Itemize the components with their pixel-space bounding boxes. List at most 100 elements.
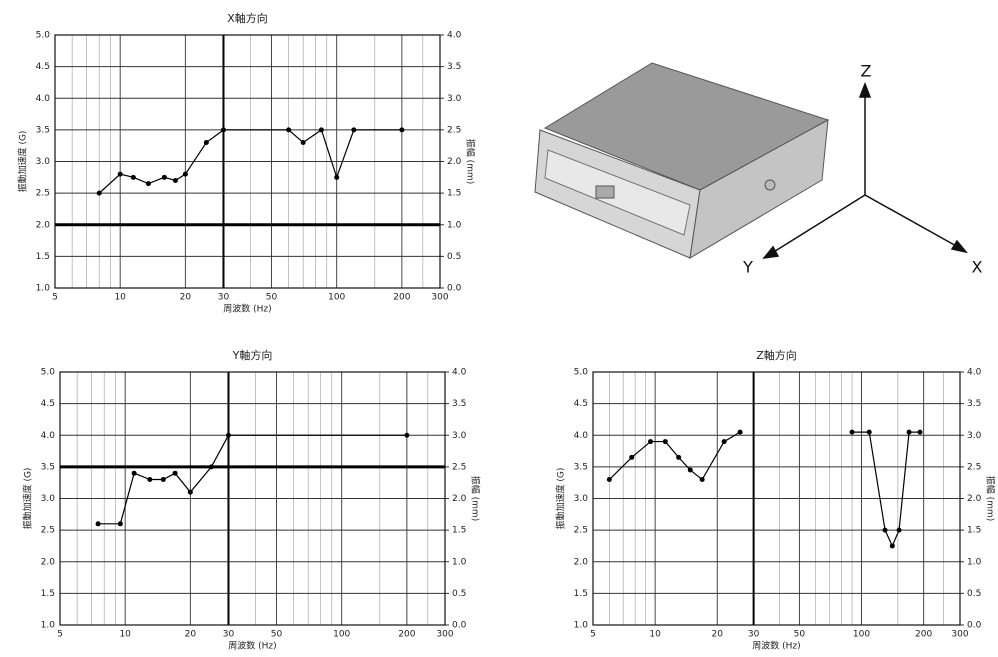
y-tick-label: 3.5 (36, 125, 50, 135)
y-arrow (772, 195, 865, 253)
y-tick-label: 3.0 (36, 157, 51, 167)
x-tick-label: 200 (398, 630, 415, 640)
y-tick-label: 2.0 (574, 557, 589, 567)
x-tick-label: 10 (119, 630, 131, 640)
y-axis-title: 振動加速度 (G) (555, 468, 567, 530)
data-point (146, 181, 151, 186)
y-tick-label: 3.0 (574, 494, 589, 504)
data-point (162, 175, 167, 180)
y2-tick-label: 3.5 (447, 62, 461, 72)
y-tick-label: 4.5 (41, 399, 55, 409)
y-tick-label: 2.5 (41, 526, 55, 536)
y2-axis-title: 振幅 (mm) (465, 139, 477, 184)
y-tick-label: 4.5 (36, 62, 50, 72)
data-point (132, 471, 137, 476)
x-tick-label: 20 (185, 630, 197, 640)
y2-tick-label: 2.0 (452, 494, 467, 504)
y-tick-label: 2.0 (36, 220, 51, 230)
y2-tick-label: 4.0 (452, 368, 467, 378)
y2-tick-label: 2.0 (967, 494, 982, 504)
data-point (738, 430, 743, 435)
y-tick-label: 5.0 (41, 368, 56, 378)
y2-tick-label: 0.5 (452, 589, 466, 599)
y2-tick-label: 1.5 (452, 526, 466, 536)
data-point (700, 477, 705, 482)
data-line (609, 432, 740, 479)
y2-tick-label: 0.0 (447, 284, 462, 294)
data-point (404, 433, 409, 438)
y-tick-label: 5.0 (36, 31, 51, 41)
data-point (629, 455, 634, 460)
x-tick-label: 300 (951, 630, 968, 640)
x-tick-label: 300 (436, 630, 453, 640)
y2-axis-title: 振幅 (mm) (985, 476, 997, 521)
y2-tick-label: 3.0 (452, 431, 467, 441)
x-tick-label: 200 (393, 293, 410, 303)
y-label: Y (742, 258, 753, 277)
y-tick-label: 2.5 (574, 526, 588, 536)
y2-tick-label: 1.5 (967, 526, 981, 536)
y2-tick-label: 2.5 (967, 462, 981, 472)
data-point (917, 430, 922, 435)
x-tick-label: 50 (266, 293, 278, 303)
y-head (764, 247, 778, 258)
y-tick-label: 1.0 (41, 621, 56, 631)
data-point (301, 140, 306, 145)
data-point (173, 471, 178, 476)
y-tick-label: 1.5 (36, 252, 50, 262)
y2-axis-title: 振幅 (mm) (470, 476, 482, 521)
data-point (118, 172, 123, 177)
x-tick-label: 5 (57, 630, 63, 640)
y2-tick-label: 3.5 (452, 399, 466, 409)
x-tick-label: 50 (794, 630, 806, 640)
x-axis-title: 周波数 (Hz) (228, 640, 276, 652)
data-point (399, 127, 404, 132)
data-point (688, 468, 693, 473)
data-point (607, 477, 612, 482)
y-tick-label: 4.5 (574, 399, 588, 409)
x-tick-label: 50 (271, 630, 283, 640)
data-point (867, 430, 872, 435)
y2-tick-label: 2.0 (447, 157, 462, 167)
data-point (850, 430, 855, 435)
x-tick-label: 100 (333, 630, 350, 640)
x-tick-label: 100 (328, 293, 345, 303)
y2-tick-label: 0.5 (967, 589, 981, 599)
y-tick-label: 1.0 (36, 284, 51, 294)
y-tick-label: 4.0 (41, 431, 56, 441)
data-point (890, 543, 895, 548)
y-tick-label: 4.0 (36, 94, 51, 104)
data-point (96, 521, 101, 526)
y2-tick-label: 0.5 (447, 252, 461, 262)
data-point (226, 433, 231, 438)
data-point (351, 127, 356, 132)
x-tick-label: 100 (853, 630, 870, 640)
data-point (183, 172, 188, 177)
y-tick-label: 2.5 (36, 189, 50, 199)
y2-tick-label: 3.0 (967, 431, 982, 441)
data-point (173, 178, 178, 183)
y2-tick-label: 0.0 (967, 621, 982, 631)
device-illustration (535, 63, 828, 258)
y-tick-label: 5.0 (574, 368, 589, 378)
device-port (765, 180, 775, 190)
chart-title: Z軸方向 (756, 348, 797, 362)
x-tick-label: 5 (590, 630, 596, 640)
z-head (860, 84, 870, 97)
x-tick-label: 20 (712, 630, 724, 640)
data-point (161, 477, 166, 482)
y2-tick-label: 4.0 (967, 368, 982, 378)
chart-title: Y軸方向 (232, 348, 273, 362)
y2-tick-label: 3.0 (447, 94, 462, 104)
z-label: Z (861, 62, 872, 81)
y-tick-label: 3.5 (574, 462, 588, 472)
data-line (98, 435, 407, 524)
x-tick-label: 30 (748, 630, 760, 640)
x-axis-title: 周波数 (Hz) (223, 303, 271, 315)
y-axis-title: 振動加速度 (G) (17, 131, 29, 193)
x-arrow (865, 195, 958, 247)
y-axis-title: 振動加速度 (G) (22, 468, 34, 530)
x-tick-label: 30 (218, 293, 230, 303)
data-point (221, 127, 226, 132)
data-point (204, 140, 209, 145)
